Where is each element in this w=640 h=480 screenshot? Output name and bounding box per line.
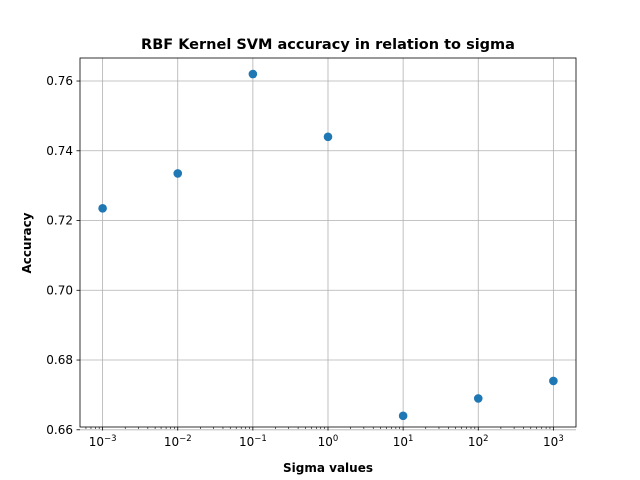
x-tick-label: 102 — [468, 434, 489, 449]
x-tick-label: 101 — [393, 434, 414, 449]
data-point — [473, 394, 483, 403]
y-tick-label: 0.70 — [46, 283, 73, 297]
data-point — [98, 204, 107, 213]
data-point — [248, 69, 258, 79]
y-tick-label: 0.66 — [46, 423, 73, 437]
y-tick-label: 0.68 — [46, 353, 73, 367]
grid-layer — [80, 58, 576, 431]
data-point — [173, 169, 183, 178]
y-axis-label: Accuracy — [20, 212, 34, 273]
y-tick-label: 0.72 — [46, 214, 73, 228]
data-point — [398, 411, 408, 421]
plot-area-frame — [79, 57, 577, 428]
y-tick-label: 0.74 — [46, 144, 73, 158]
x-tick-label: 103 — [543, 434, 564, 449]
chart-title: RBF Kernel SVM accuracy in relation to s… — [141, 37, 515, 53]
data-points — [98, 69, 558, 421]
y-tick-label: 0.76 — [46, 74, 73, 88]
x-tick-label: 10−3 — [89, 434, 117, 449]
x-tick-label: 100 — [318, 434, 339, 449]
x-tick-label: 10−2 — [164, 434, 192, 449]
tick-layer: 10−3 10−2 10−1 100 101 102 103 0.66 0.68 0.70 0.72… — [46, 74, 563, 449]
data-point — [323, 132, 333, 142]
data-point — [549, 376, 558, 386]
x-tick-label: 10−1 — [239, 434, 267, 449]
x-axis-label: Sigma values — [283, 461, 373, 475]
